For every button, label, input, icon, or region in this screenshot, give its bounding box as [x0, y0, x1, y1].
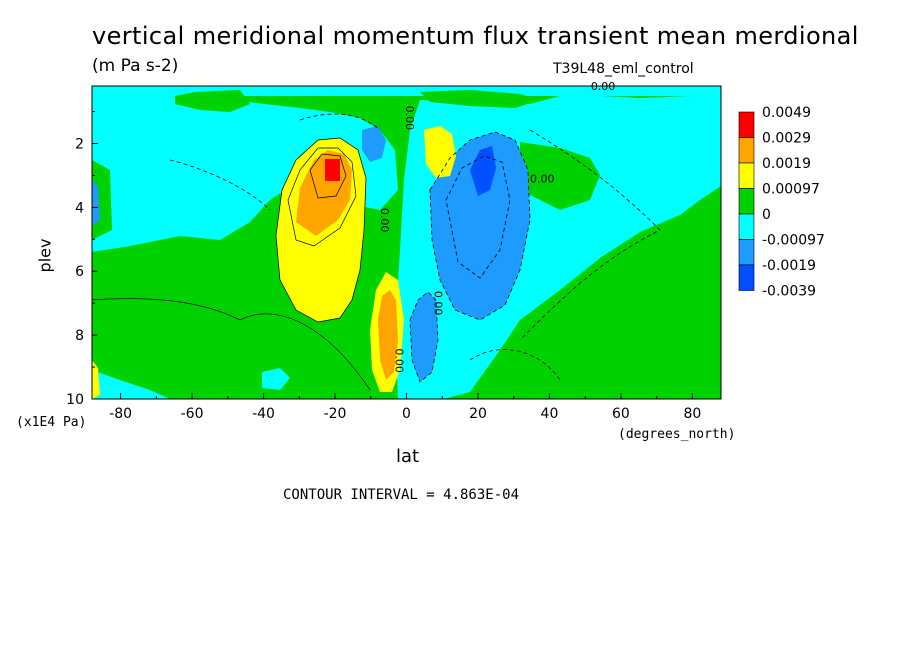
- region-zero-1: [420, 90, 540, 108]
- x-tick-label: -40: [252, 406, 275, 422]
- region-zero-0: [175, 90, 250, 112]
- contour-label: 0.00: [432, 291, 445, 316]
- x-axis-label: lat: [396, 446, 420, 467]
- chart-units: (m Pa s-2): [92, 56, 179, 76]
- region-pos-high-core: [325, 159, 340, 181]
- region-zero-2: [520, 142, 600, 210]
- contour-label: 0.00: [591, 80, 616, 93]
- region-neg-mid-3: [362, 126, 386, 162]
- contour-dashed-6: [469, 349, 561, 381]
- legend-swatch: [738, 162, 755, 189]
- region-neg-low-3: [92, 370, 170, 399]
- region-pos-low-2: [424, 126, 456, 178]
- y-tick-label: 6: [75, 264, 84, 280]
- x-tick-label: -20: [324, 406, 347, 422]
- x-tick-label: -80: [109, 406, 132, 422]
- legend-label: 0.00097: [762, 182, 820, 198]
- x-tick-label: -60: [181, 406, 204, 422]
- legend-label: 0.0019: [762, 156, 811, 172]
- contour-label: 0.00: [403, 106, 416, 131]
- region-pos-mid-1: [378, 290, 398, 380]
- x-tick-label: 0: [402, 406, 411, 422]
- region-neg-low-2: [92, 86, 721, 96]
- x-tick-label: 40: [541, 406, 559, 422]
- contour-dashed-2: [519, 129, 661, 341]
- contour-solid-4: [92, 298, 241, 321]
- legend-swatch: [738, 264, 755, 291]
- region-neg-mid-0: [430, 132, 530, 320]
- legend-label: -0.0019: [762, 258, 816, 274]
- legend-label: 0.0049: [762, 105, 811, 121]
- region-neg-mid-2: [92, 180, 100, 226]
- legend-swatch: [738, 111, 755, 138]
- contour-solid-2: [309, 153, 347, 199]
- contour-label: 0.00: [378, 208, 391, 233]
- x-tick-label: 60: [612, 406, 630, 422]
- legend-label: -0.00097: [762, 233, 825, 249]
- region-pos-low-3: [92, 360, 100, 399]
- legend-label: -0.0039: [762, 284, 816, 300]
- y-axis-ticks: 2 4 6 8 10: [66, 111, 98, 408]
- y-tick-label: 2: [75, 136, 84, 152]
- legend-swatch: [738, 213, 755, 240]
- contour-dashed-1: [445, 155, 511, 279]
- contour-dashed-5: [299, 113, 381, 131]
- contour-label: 0.00: [530, 173, 555, 186]
- contour-interval-note: CONTOUR INTERVAL = 4.863E-04: [283, 487, 520, 503]
- contour-labels: 0.00 0.00 0.00 0.00 0.00 0.00: [378, 80, 615, 373]
- contour-label: 0.00: [392, 348, 405, 373]
- x-axis-units: (degrees_north): [618, 427, 736, 442]
- legend-swatch: [738, 188, 755, 215]
- run-label: T39L48_eml_control: [553, 61, 694, 77]
- y-axis-units: (x1E4 Pa): [16, 415, 87, 430]
- x-tick-label: 80: [683, 406, 701, 422]
- region-neg-low-4: [262, 368, 290, 390]
- legend-label: 0: [762, 207, 771, 223]
- region-neg-high-core: [470, 146, 496, 196]
- contour-solid-3: [239, 313, 371, 391]
- y-tick-label: 8: [75, 328, 84, 344]
- legend-swatch: [738, 239, 755, 266]
- chart-title: vertical meridional momentum flux transi…: [92, 22, 859, 50]
- x-axis-ticks: -80 -60 -40 -20 0 20 40 60 80: [109, 393, 701, 422]
- region-neg-low-1: [92, 96, 398, 252]
- legend-swatch: [738, 137, 755, 164]
- region-neg-mid-1: [410, 292, 438, 382]
- contour-dashed-3: [409, 291, 439, 383]
- x-tick-label: 20: [469, 406, 487, 422]
- contour-solid-0: [275, 137, 367, 323]
- legend-label: 0.0029: [762, 131, 811, 147]
- contour-solid-1: [287, 147, 357, 247]
- y-tick-label: 10: [66, 392, 84, 408]
- y-tick-label: 4: [75, 200, 84, 216]
- color-legend: 0.0049 0.0029 0.0019 0.00097 0 -0.00097 -0.001…: [738, 105, 825, 300]
- contour-field: [92, 86, 721, 399]
- contour-dashed-0: [429, 131, 531, 321]
